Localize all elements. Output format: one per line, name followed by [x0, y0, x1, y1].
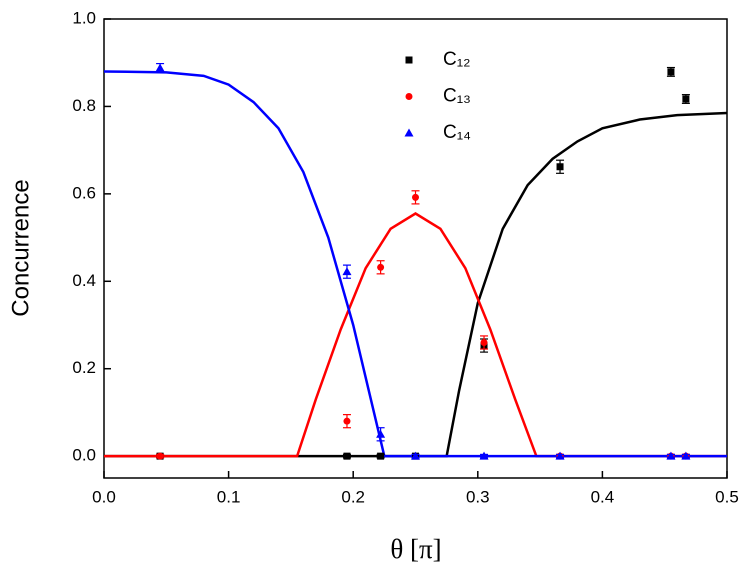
fit-curve [104, 212, 727, 458]
y-tick-label: 0.8 [72, 96, 96, 115]
marker [411, 451, 420, 460]
marker [343, 417, 351, 425]
y-tick-label: 0.4 [72, 271, 96, 290]
marker [156, 452, 164, 460]
y-tick-label: 0.2 [72, 358, 96, 377]
marker [667, 68, 675, 76]
x-tick-label: 0.0 [92, 487, 116, 506]
y-axis-title: Concurrence [7, 179, 34, 316]
y-tick-label: 0.0 [72, 446, 96, 465]
fit-curve [103, 70, 727, 458]
marker [555, 451, 565, 460]
y-tick-label: 1.0 [72, 8, 96, 27]
marker [556, 163, 564, 171]
x-axis-title: θ [π] [390, 534, 441, 564]
x-tick-label: 0.5 [715, 487, 739, 506]
legend-label: C₁₄ [443, 122, 471, 143]
marker [412, 193, 419, 201]
legend-label: C₁₃ [443, 86, 471, 107]
x-tick-label: 0.1 [217, 487, 241, 506]
x-tick-label: 0.3 [466, 487, 490, 506]
plot-frame [103, 18, 728, 479]
legend-label: C₁₂ [443, 49, 471, 70]
marker [342, 267, 352, 276]
marker [376, 429, 386, 438]
marker [343, 452, 351, 460]
marker [666, 451, 676, 460]
legend-marker [405, 56, 413, 64]
marker [480, 338, 488, 346]
x-tick-label: 0.4 [591, 487, 615, 506]
marker [479, 451, 489, 460]
marker [681, 451, 691, 460]
legend-marker [404, 128, 414, 137]
marker [377, 452, 385, 460]
marker [155, 63, 165, 72]
marker [377, 263, 385, 271]
y-tick-label: 0.6 [72, 183, 96, 202]
x-tick-label: 0.2 [341, 487, 365, 506]
legend-marker [405, 93, 413, 100]
fit-curve [104, 111, 728, 458]
marker [682, 95, 690, 103]
